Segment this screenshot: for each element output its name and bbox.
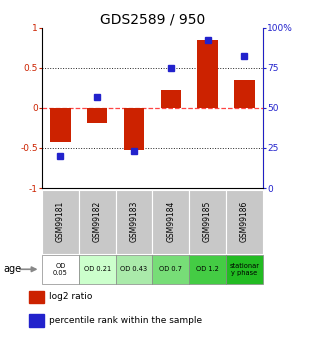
Bar	[189, 190, 226, 254]
Title: GDS2589 / 950: GDS2589 / 950	[100, 12, 205, 27]
Text: stationar
y phase: stationar y phase	[230, 263, 259, 276]
Text: GSM99186: GSM99186	[240, 201, 249, 242]
Text: GSM99181: GSM99181	[56, 201, 65, 242]
Bar	[116, 255, 152, 284]
Bar	[152, 255, 189, 284]
Bar	[124, 108, 144, 149]
Bar	[161, 90, 181, 108]
Text: GSM99185: GSM99185	[203, 201, 212, 242]
Bar	[197, 40, 218, 108]
Bar	[42, 255, 79, 284]
Text: OD 0.43: OD 0.43	[120, 266, 147, 272]
Text: OD 0.7: OD 0.7	[159, 266, 182, 272]
Text: percentile rank within the sample: percentile rank within the sample	[49, 316, 202, 325]
Text: age: age	[3, 264, 21, 274]
Bar	[87, 108, 107, 123]
Bar	[42, 190, 79, 254]
Bar	[50, 108, 71, 141]
Text: OD
0.05: OD 0.05	[53, 263, 68, 276]
Bar	[189, 255, 226, 284]
Bar	[152, 190, 189, 254]
Text: OD 0.21: OD 0.21	[84, 266, 111, 272]
Bar	[226, 255, 263, 284]
Bar	[226, 190, 263, 254]
Bar	[79, 255, 116, 284]
Bar	[29, 314, 44, 327]
Bar	[29, 291, 44, 303]
Text: OD 1.2: OD 1.2	[196, 266, 219, 272]
Bar	[79, 190, 116, 254]
Text: GSM99183: GSM99183	[129, 201, 138, 242]
Text: log2 ratio: log2 ratio	[49, 292, 92, 301]
Bar	[234, 80, 254, 108]
Text: GSM99184: GSM99184	[166, 201, 175, 242]
Text: GSM99182: GSM99182	[93, 201, 102, 242]
Bar	[116, 190, 152, 254]
